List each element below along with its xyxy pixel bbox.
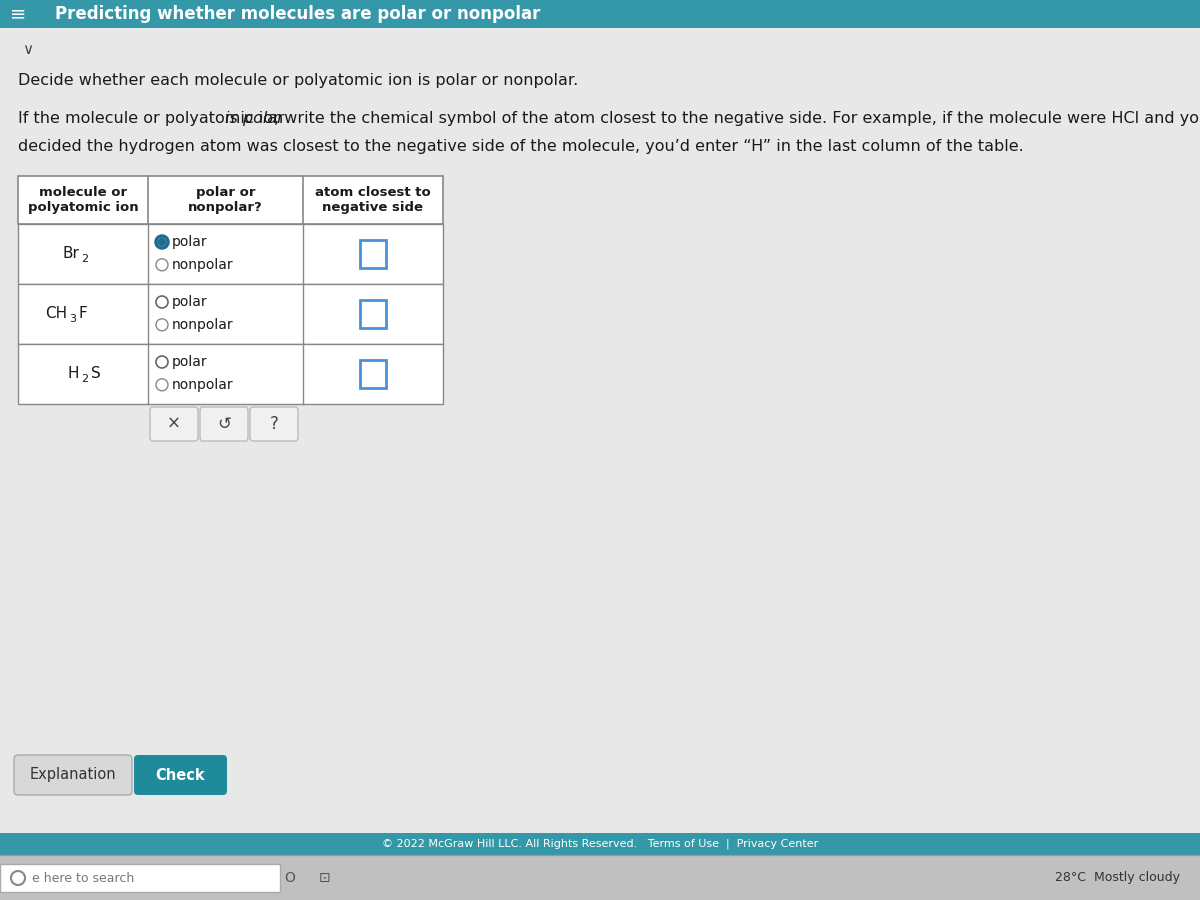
Text: decided the hydrogen atom was closest to the negative side of the molecule, you’: decided the hydrogen atom was closest to…: [18, 139, 1024, 154]
Circle shape: [156, 319, 168, 331]
FancyBboxPatch shape: [360, 240, 386, 268]
Text: ⊡: ⊡: [319, 871, 331, 885]
Text: F: F: [78, 307, 86, 321]
Text: If the molecule or polyatomic ion: If the molecule or polyatomic ion: [18, 111, 288, 125]
Text: polar: polar: [172, 295, 208, 309]
FancyBboxPatch shape: [0, 864, 280, 892]
FancyBboxPatch shape: [18, 224, 443, 284]
Circle shape: [156, 296, 168, 308]
FancyBboxPatch shape: [14, 755, 132, 795]
Text: ≡: ≡: [10, 4, 26, 23]
FancyBboxPatch shape: [360, 300, 386, 328]
Text: nonpolar: nonpolar: [172, 378, 234, 392]
Text: polar or
nonpolar?: polar or nonpolar?: [188, 186, 263, 214]
Text: atom closest to
negative side: atom closest to negative side: [316, 186, 431, 214]
FancyBboxPatch shape: [250, 407, 298, 441]
Text: polar: polar: [172, 355, 208, 369]
Text: Decide whether each molecule or polyatomic ion is polar or nonpolar.: Decide whether each molecule or polyatom…: [18, 73, 578, 87]
Text: polar: polar: [172, 235, 208, 249]
Text: Explanation: Explanation: [30, 768, 116, 782]
Text: , write the chemical symbol of the atom closest to the negative side. For exampl: , write the chemical symbol of the atom …: [274, 111, 1200, 125]
Circle shape: [158, 238, 166, 246]
Text: H: H: [67, 366, 79, 382]
Text: CH: CH: [44, 307, 67, 321]
FancyBboxPatch shape: [18, 344, 443, 404]
Text: ↺: ↺: [217, 415, 230, 433]
FancyBboxPatch shape: [0, 833, 1200, 855]
Text: Check: Check: [156, 768, 205, 782]
FancyBboxPatch shape: [200, 407, 248, 441]
Text: 3: 3: [70, 314, 76, 324]
FancyBboxPatch shape: [0, 28, 1200, 833]
Text: e here to search: e here to search: [32, 871, 134, 885]
Text: 2: 2: [82, 374, 88, 384]
FancyBboxPatch shape: [360, 360, 386, 388]
Text: ×: ×: [167, 415, 181, 433]
Circle shape: [156, 259, 168, 271]
Text: O: O: [284, 871, 295, 885]
FancyBboxPatch shape: [0, 0, 1200, 833]
Text: ?: ?: [270, 415, 278, 433]
Text: nonpolar: nonpolar: [172, 257, 234, 272]
FancyBboxPatch shape: [0, 855, 1200, 900]
Text: © 2022 McGraw Hill LLC. All Rights Reserved.   Terms of Use  |  Privacy Center: © 2022 McGraw Hill LLC. All Rights Reser…: [382, 839, 818, 850]
FancyBboxPatch shape: [18, 284, 443, 344]
FancyBboxPatch shape: [134, 755, 227, 795]
Circle shape: [156, 236, 168, 248]
Text: 28°C  Mostly cloudy: 28°C Mostly cloudy: [1055, 871, 1180, 885]
Text: S: S: [91, 366, 101, 382]
Circle shape: [156, 356, 168, 368]
Text: ∨: ∨: [23, 42, 34, 58]
FancyBboxPatch shape: [150, 407, 198, 441]
Text: molecule or
polyatomic ion: molecule or polyatomic ion: [28, 186, 138, 214]
Text: 2: 2: [82, 254, 88, 264]
FancyBboxPatch shape: [0, 0, 1200, 28]
Text: is polar: is polar: [226, 111, 284, 125]
Text: Br: Br: [62, 247, 79, 262]
Circle shape: [156, 379, 168, 391]
Text: nonpolar: nonpolar: [172, 318, 234, 332]
Text: Predicting whether molecules are polar or nonpolar: Predicting whether molecules are polar o…: [55, 5, 540, 23]
FancyBboxPatch shape: [18, 176, 443, 224]
